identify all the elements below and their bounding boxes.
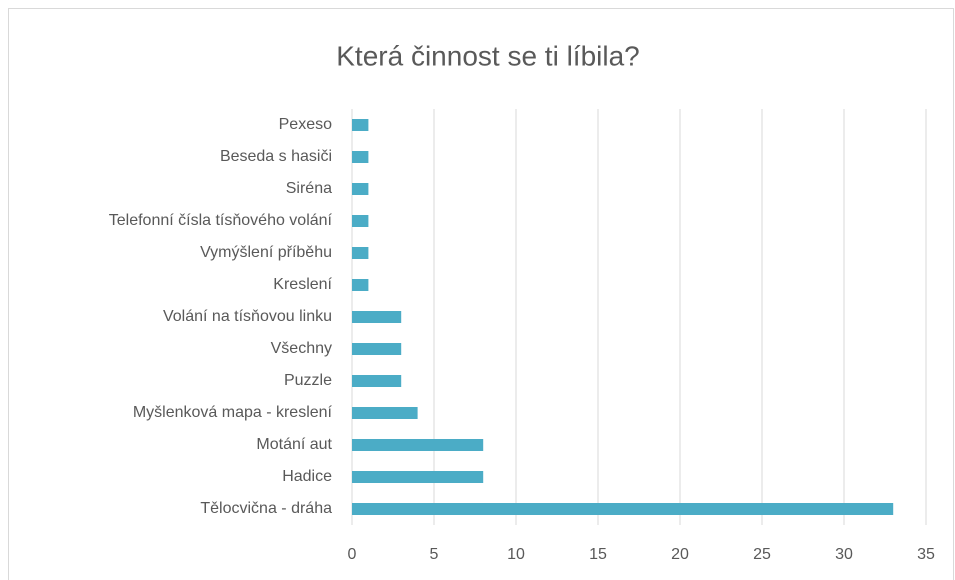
y-tick-label: Telefonní čísla tísňového volání: [109, 212, 333, 229]
y-tick-label: Hadice: [282, 468, 332, 485]
bar: [352, 183, 369, 195]
y-tick-label: Puzzle: [284, 372, 332, 389]
y-tick-label: Myšlenková mapa - kreslení: [133, 404, 333, 421]
bar: [352, 119, 369, 131]
bar: [352, 471, 484, 483]
x-tick-label: 15: [589, 546, 607, 563]
y-tick-label: Siréna: [286, 180, 332, 197]
y-tick-label: Volání na tísňovou linku: [163, 308, 332, 325]
bar: [352, 439, 484, 451]
x-tick-label: 0: [348, 546, 357, 563]
x-tick-label: 35: [917, 546, 935, 563]
bar: [352, 247, 369, 259]
y-tick-label: Motání aut: [256, 436, 332, 453]
bar: [352, 407, 418, 419]
y-tick-label: Kreslení: [273, 276, 332, 293]
y-tick-label: Tělocvična - dráha: [200, 500, 332, 517]
x-tick-label: 10: [507, 546, 525, 563]
bar: [352, 215, 369, 227]
bar: [352, 343, 402, 355]
x-tick-label: 20: [671, 546, 689, 563]
x-tick-label: 30: [835, 546, 853, 563]
bar: [352, 151, 369, 163]
y-tick-label: Beseda s hasiči: [220, 148, 332, 165]
bar: [352, 279, 369, 291]
y-tick-label: Vymýšlení příběhu: [200, 244, 332, 261]
x-tick-label: 25: [753, 546, 771, 563]
bar: [352, 375, 402, 387]
bar: [352, 503, 894, 515]
x-tick-label: 5: [430, 546, 439, 563]
y-tick-label: Všechny: [271, 340, 332, 357]
y-tick-label: Pexeso: [279, 116, 332, 133]
chart-title: Která činnost se ti líbila?: [336, 40, 640, 71]
chart-frame: [8, 8, 954, 580]
bar: [352, 311, 402, 323]
